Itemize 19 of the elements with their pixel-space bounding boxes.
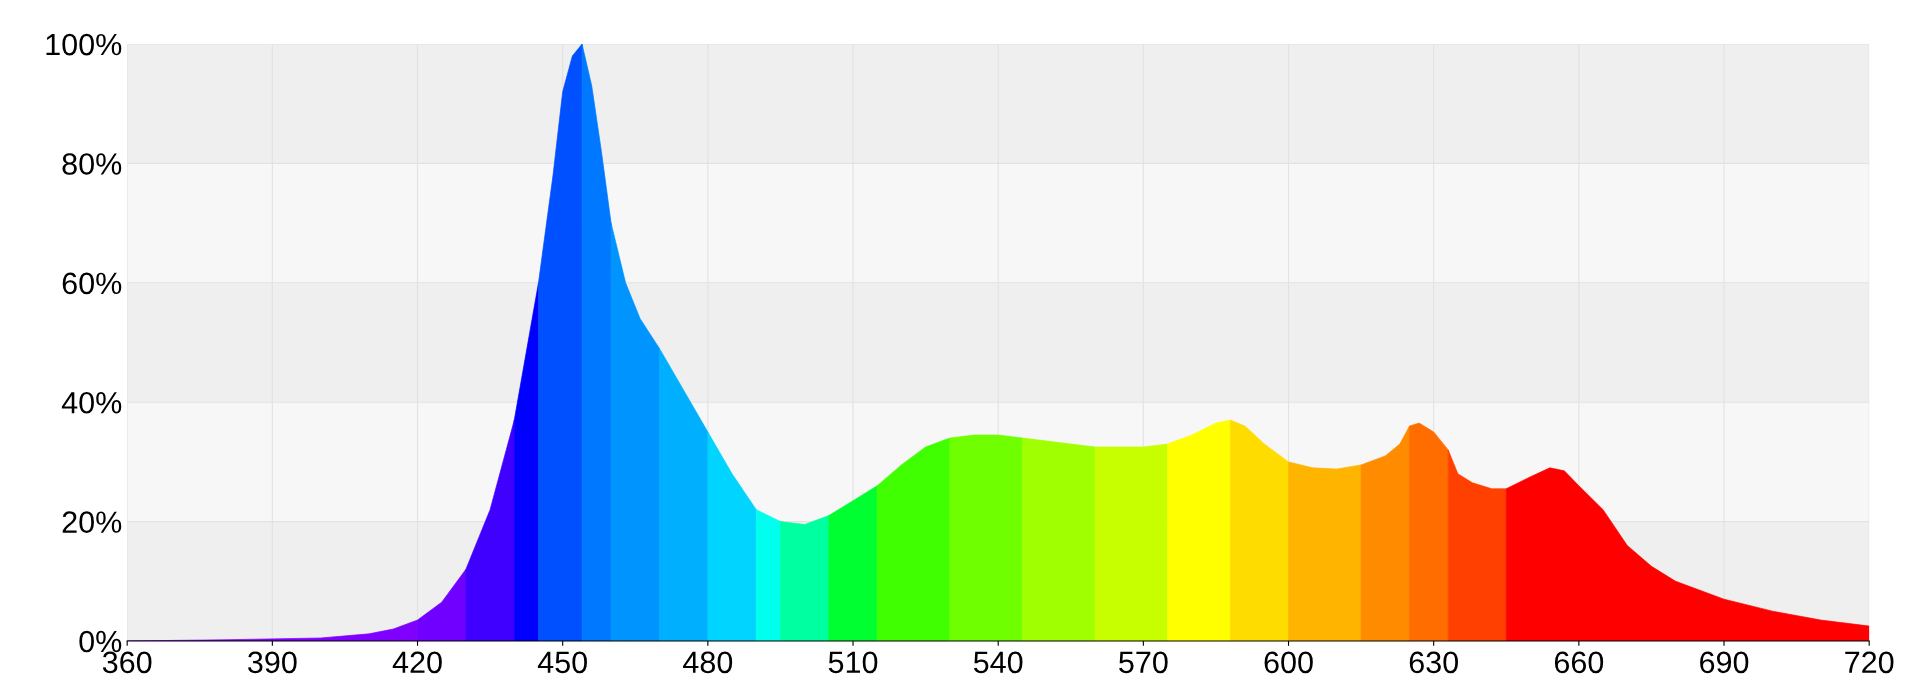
y-tick-label: 20% bbox=[62, 511, 122, 533]
x-tick-label: 540 bbox=[973, 651, 1023, 674]
x-tick-label: 360 bbox=[102, 651, 152, 674]
x-tick-label: 390 bbox=[248, 651, 297, 674]
x-tick-label: 600 bbox=[1264, 651, 1313, 674]
x-tick-label: 480 bbox=[683, 651, 733, 674]
x-tick-label: 450 bbox=[537, 651, 587, 674]
x-tick-label: 690 bbox=[1700, 651, 1749, 674]
x-tick-label: 510 bbox=[828, 651, 878, 674]
x-tick-label: 420 bbox=[392, 651, 442, 674]
x-tick-label: 720 bbox=[1845, 651, 1894, 674]
y-tick-label: 40% bbox=[61, 391, 122, 414]
y-tick-label: 100% bbox=[46, 33, 122, 56]
y-tick-label: 0% bbox=[79, 630, 122, 653]
x-tick-label: 570 bbox=[1119, 651, 1168, 674]
x-tick-label: 660 bbox=[1554, 651, 1604, 674]
x-tick-label: 630 bbox=[1409, 651, 1458, 674]
y-tick-label: 80% bbox=[62, 153, 122, 175]
y-tick-label: 60% bbox=[62, 272, 122, 295]
